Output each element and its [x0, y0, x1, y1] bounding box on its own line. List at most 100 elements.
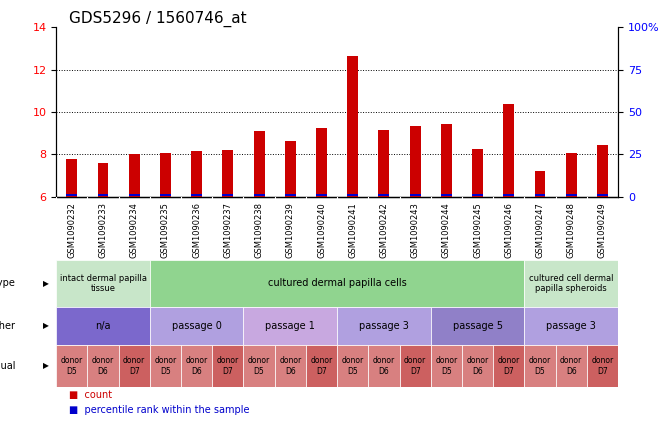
- Text: passage 3: passage 3: [359, 321, 409, 331]
- Text: cultured cell dermal
papilla spheroids: cultured cell dermal papilla spheroids: [529, 274, 613, 293]
- Text: donor
D5: donor D5: [435, 356, 457, 376]
- Text: GSM1090248: GSM1090248: [566, 202, 576, 258]
- Text: GSM1090243: GSM1090243: [410, 202, 420, 258]
- Text: donor
D7: donor D7: [123, 356, 145, 376]
- Text: donor
D6: donor D6: [92, 356, 114, 376]
- Bar: [524, 307, 618, 345]
- Bar: [98, 163, 108, 197]
- Text: ■  percentile rank within the sample: ■ percentile rank within the sample: [69, 404, 250, 415]
- Text: passage 5: passage 5: [453, 321, 502, 331]
- Text: ▶: ▶: [44, 279, 49, 288]
- Bar: [503, 104, 514, 197]
- Bar: [150, 345, 181, 387]
- Bar: [285, 141, 295, 197]
- Text: GSM1090236: GSM1090236: [192, 202, 201, 258]
- Bar: [98, 194, 108, 196]
- Text: GSM1090239: GSM1090239: [286, 202, 295, 258]
- Bar: [243, 307, 337, 345]
- Bar: [503, 194, 514, 196]
- Bar: [56, 260, 150, 307]
- Text: donor
D5: donor D5: [529, 356, 551, 376]
- Bar: [597, 194, 608, 196]
- Bar: [181, 345, 212, 387]
- Bar: [66, 159, 77, 197]
- Bar: [556, 345, 587, 387]
- Bar: [441, 194, 452, 196]
- Text: GSM1090237: GSM1090237: [223, 202, 233, 258]
- Bar: [56, 307, 150, 345]
- Text: donor
D7: donor D7: [592, 356, 613, 376]
- Bar: [160, 194, 171, 196]
- Text: donor
D7: donor D7: [498, 356, 520, 376]
- Bar: [87, 345, 118, 387]
- Bar: [275, 345, 306, 387]
- Bar: [462, 345, 493, 387]
- Bar: [222, 150, 233, 197]
- Bar: [410, 194, 420, 196]
- Text: GSM1090244: GSM1090244: [442, 202, 451, 258]
- Text: GSM1090246: GSM1090246: [504, 202, 514, 258]
- Bar: [379, 130, 389, 197]
- Text: GSM1090241: GSM1090241: [348, 202, 357, 258]
- Text: cell type: cell type: [0, 278, 15, 288]
- Bar: [306, 345, 337, 387]
- Bar: [254, 131, 264, 197]
- Text: donor
D7: donor D7: [311, 356, 332, 376]
- Text: GDS5296 / 1560746_at: GDS5296 / 1560746_at: [69, 11, 247, 27]
- Text: GSM1090232: GSM1090232: [67, 202, 76, 258]
- Text: GSM1090245: GSM1090245: [473, 202, 482, 258]
- Text: ▶: ▶: [44, 361, 49, 371]
- Text: passage 3: passage 3: [546, 321, 596, 331]
- Bar: [347, 56, 358, 197]
- Bar: [56, 345, 87, 387]
- Text: cultured dermal papilla cells: cultured dermal papilla cells: [268, 278, 407, 288]
- Text: donor
D5: donor D5: [154, 356, 176, 376]
- Text: GSM1090238: GSM1090238: [254, 202, 264, 258]
- Text: GSM1090233: GSM1090233: [98, 202, 108, 258]
- Text: GSM1090235: GSM1090235: [161, 202, 170, 258]
- Text: intact dermal papilla
tissue: intact dermal papilla tissue: [59, 274, 147, 293]
- Text: donor
D6: donor D6: [186, 356, 208, 376]
- Bar: [337, 345, 368, 387]
- Bar: [222, 194, 233, 196]
- Bar: [566, 194, 576, 196]
- Bar: [379, 194, 389, 196]
- Text: donor
D6: donor D6: [373, 356, 395, 376]
- Bar: [191, 151, 202, 197]
- Bar: [118, 345, 150, 387]
- Bar: [493, 345, 524, 387]
- Text: GSM1090249: GSM1090249: [598, 202, 607, 258]
- Text: individual: individual: [0, 361, 15, 371]
- Bar: [316, 128, 327, 197]
- Text: donor
D5: donor D5: [61, 356, 83, 376]
- Text: GSM1090247: GSM1090247: [535, 202, 545, 258]
- Bar: [347, 194, 358, 196]
- Text: ▶: ▶: [44, 321, 49, 330]
- Text: GSM1090240: GSM1090240: [317, 202, 326, 258]
- Text: GSM1090234: GSM1090234: [130, 202, 139, 258]
- Text: donor
D6: donor D6: [560, 356, 582, 376]
- Bar: [150, 260, 524, 307]
- Text: donor
D7: donor D7: [217, 356, 239, 376]
- Text: donor
D6: donor D6: [467, 356, 488, 376]
- Bar: [160, 154, 171, 197]
- Bar: [368, 345, 399, 387]
- Bar: [431, 307, 524, 345]
- Bar: [441, 124, 452, 197]
- Text: ■  count: ■ count: [69, 390, 112, 400]
- Bar: [431, 345, 462, 387]
- Bar: [129, 154, 139, 197]
- Bar: [285, 194, 295, 196]
- Bar: [566, 154, 576, 197]
- Text: GSM1090242: GSM1090242: [379, 202, 389, 258]
- Bar: [472, 149, 483, 197]
- Bar: [337, 307, 431, 345]
- Text: donor
D6: donor D6: [279, 356, 301, 376]
- Bar: [587, 345, 618, 387]
- Bar: [410, 126, 420, 197]
- Bar: [191, 194, 202, 196]
- Bar: [129, 194, 139, 196]
- Bar: [535, 171, 545, 197]
- Bar: [524, 260, 618, 307]
- Bar: [66, 194, 77, 196]
